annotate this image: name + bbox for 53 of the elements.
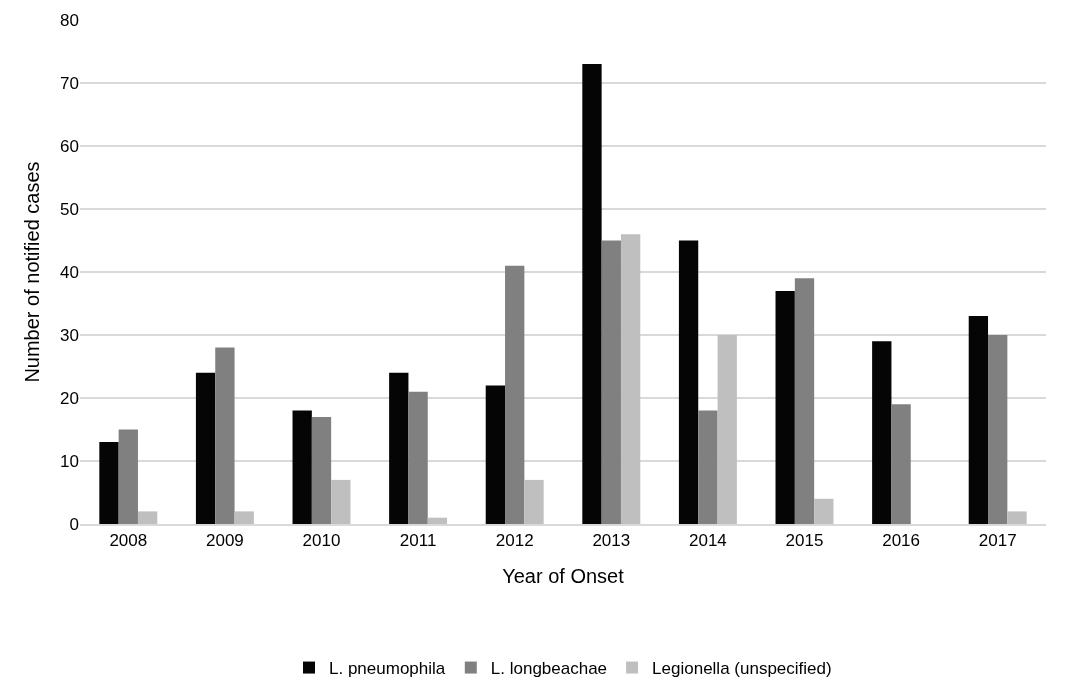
bar [582,64,602,524]
x-tick-label: 2017 [978,531,1017,551]
y-tick-label: 40 [60,262,79,282]
legend-label: L. longbeachae [490,659,608,679]
bar [118,429,138,524]
legend-label: Legionella (unspecified) [652,659,832,679]
y-tick-label: 70 [60,73,79,93]
bar [601,240,621,524]
y-tick-label: 50 [60,199,79,219]
bar [234,511,254,524]
bar [988,335,1008,524]
y-tick-label: 0 [69,514,79,534]
x-tick-label: 2016 [882,531,921,551]
bar [717,335,737,524]
bar [292,410,312,524]
bar [1007,511,1027,524]
bar [195,372,216,524]
x-tick-label: 2010 [302,531,341,551]
bar [891,404,911,524]
x-tick-label: 2011 [399,531,437,551]
x-tick-label: 2014 [688,531,727,551]
bar [99,442,119,524]
legend-label: L. pneumophila [329,659,446,679]
y-tick-label: 80 [60,10,79,30]
bar [968,316,989,524]
x-tick-label: 2009 [205,531,244,551]
bar [524,479,544,524]
bar [311,416,332,524]
bar [794,278,815,524]
bar [215,347,235,524]
y-tick-label: 10 [60,451,79,471]
bar [678,240,699,524]
bar [620,234,641,524]
y-tick-label: 20 [60,388,79,408]
bar [389,372,409,524]
x-tick-label: 2008 [109,531,148,551]
y-tick-label: 30 [60,325,79,345]
y-tick-label: 60 [60,136,79,156]
x-tick-label: 2015 [785,531,824,551]
bar [427,517,448,524]
x-tick-label: 2012 [495,531,534,551]
y-axis-title: Number of notified cases [20,161,43,383]
bar [485,385,506,524]
bar [775,290,795,524]
bar [698,410,718,524]
x-tick-label: 2013 [592,531,631,551]
bar [408,391,428,524]
bar [137,511,158,524]
bar [814,498,834,524]
bar [505,265,525,524]
bar [331,479,351,524]
bar [872,341,892,524]
x-axis-title: Year of Onset [502,565,625,588]
